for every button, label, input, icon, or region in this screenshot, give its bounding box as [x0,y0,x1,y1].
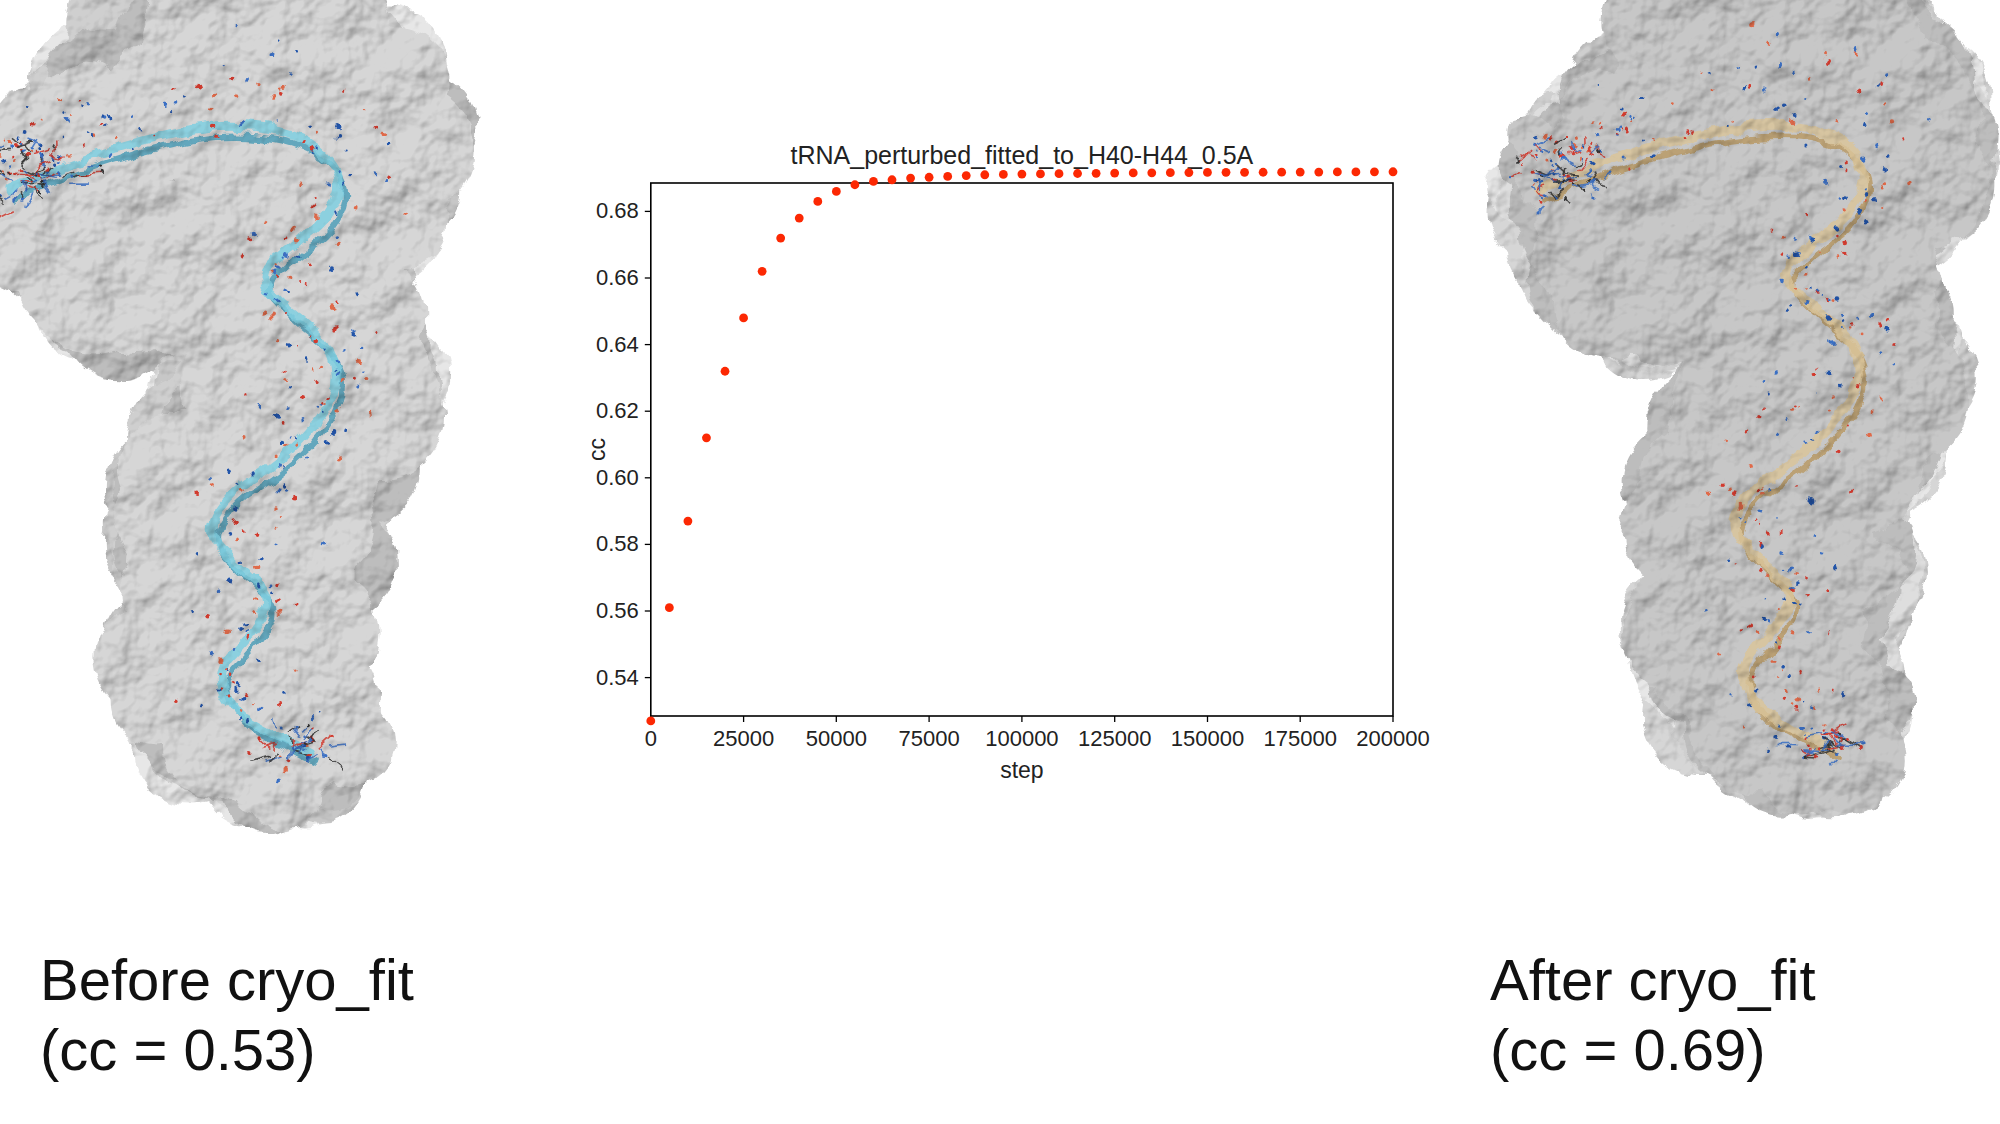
svg-text:(cc = 0.53): (cc = 0.53) [40,1017,316,1082]
svg-text:tRNA_perturbed_fitted_to_H40-H: tRNA_perturbed_fitted_to_H40-H44_0.5A [791,141,1254,169]
svg-text:0.66: 0.66 [596,265,639,290]
svg-text:0.56: 0.56 [596,598,639,623]
svg-text:0.60: 0.60 [596,465,639,490]
svg-text:50000: 50000 [806,726,867,751]
svg-text:Before cryo_fit: Before cryo_fit [40,947,414,1012]
svg-text:0.68: 0.68 [596,198,639,223]
svg-text:75000: 75000 [899,726,960,751]
svg-text:0.64: 0.64 [596,332,639,357]
svg-text:0.62: 0.62 [596,398,639,423]
svg-text:After cryo_fit: After cryo_fit [1490,947,1816,1012]
svg-text:0.54: 0.54 [596,665,639,690]
svg-text:(cc = 0.69): (cc = 0.69) [1490,1017,1766,1082]
svg-text:0.58: 0.58 [596,531,639,556]
svg-text:175000: 175000 [1263,726,1336,751]
svg-text:cc: cc [584,438,610,461]
svg-text:25000: 25000 [713,726,774,751]
svg-text:150000: 150000 [1171,726,1244,751]
svg-text:100000: 100000 [985,726,1058,751]
svg-text:200000: 200000 [1356,726,1429,751]
svg-text:step: step [1000,757,1043,783]
svg-text:125000: 125000 [1078,726,1151,751]
svg-text:0: 0 [645,726,657,751]
